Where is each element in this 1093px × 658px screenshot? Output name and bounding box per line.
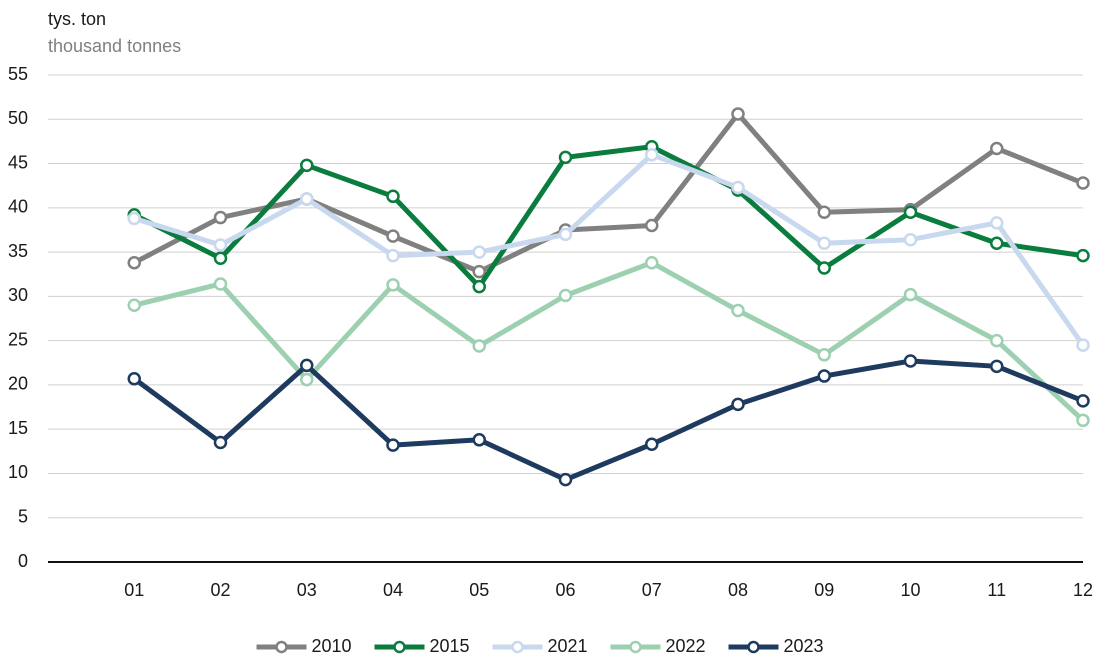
data-point — [1076, 413, 1090, 428]
data-point — [903, 354, 918, 368]
y-tick-label: 5 — [18, 506, 28, 526]
data-point — [558, 227, 573, 242]
y-tick-label: 50 — [8, 108, 28, 128]
x-tick-label: 01 — [124, 580, 144, 600]
data-point — [386, 229, 400, 243]
series-line — [133, 144, 1084, 290]
legend-label: 2021 — [548, 636, 588, 656]
data-point — [213, 277, 228, 291]
data-point — [386, 438, 400, 452]
data-point — [300, 158, 314, 173]
y-tick-label: 35 — [8, 241, 28, 261]
y-tick-label: 0 — [18, 551, 28, 571]
data-point — [645, 218, 659, 233]
data-point — [990, 333, 1004, 348]
legend-label: 2023 — [784, 636, 824, 656]
data-point — [817, 348, 831, 362]
data-point — [817, 261, 831, 275]
legend-marker — [747, 640, 760, 654]
chart-subtitle: thousand tonnes — [48, 36, 181, 56]
x-tick-label: 08 — [728, 580, 748, 600]
data-point — [213, 238, 228, 252]
x-tick-label: 09 — [814, 580, 834, 600]
data-point — [731, 180, 745, 195]
data-point — [903, 205, 918, 219]
data-point — [990, 236, 1004, 250]
y-tick-label: 45 — [8, 152, 28, 172]
data-point — [127, 298, 141, 312]
x-tick-label: 12 — [1073, 580, 1093, 600]
y-tick-label: 25 — [8, 329, 28, 349]
legend-marker — [629, 640, 642, 654]
x-tick-label: 10 — [900, 580, 920, 600]
data-point — [817, 369, 831, 383]
data-point — [645, 255, 659, 270]
x-tick-label: 02 — [210, 580, 230, 600]
data-point — [472, 279, 486, 294]
data-point — [386, 248, 400, 263]
data-point — [1076, 394, 1090, 408]
legend-marker — [511, 640, 524, 654]
y-tick-label: 20 — [8, 374, 28, 394]
legend-label: 2010 — [312, 636, 352, 656]
legend-marker — [393, 640, 406, 654]
data-point — [472, 433, 486, 447]
data-point — [472, 245, 486, 259]
series-line — [133, 111, 1084, 275]
data-point — [817, 236, 831, 250]
data-point — [558, 472, 573, 487]
data-point — [213, 210, 228, 225]
data-point — [213, 435, 228, 450]
data-point — [817, 205, 831, 219]
data-point — [731, 397, 745, 412]
x-tick-label: 06 — [555, 580, 575, 600]
legend-label: 2022 — [666, 636, 706, 656]
data-point — [903, 232, 918, 247]
legend-marker — [275, 640, 288, 654]
x-tick-label: 07 — [642, 580, 662, 600]
y-tick-label: 10 — [8, 462, 28, 482]
data-point — [1076, 338, 1090, 352]
x-tick-label: 04 — [383, 580, 403, 600]
data-point — [127, 255, 141, 270]
chart-title: tys. ton — [48, 9, 106, 29]
data-point — [645, 437, 659, 451]
data-point — [386, 189, 400, 204]
data-point — [472, 339, 486, 353]
data-point — [990, 359, 1004, 374]
y-tick-label: 40 — [8, 197, 28, 217]
x-tick-label: 11 — [987, 580, 1006, 600]
legend-label: 2015 — [430, 636, 470, 656]
data-point — [645, 147, 659, 162]
data-point — [731, 107, 745, 121]
data-point — [472, 264, 486, 279]
data-point — [558, 150, 573, 165]
y-tick-label: 30 — [8, 285, 28, 305]
data-point — [386, 278, 400, 292]
series-line — [133, 152, 1086, 347]
data-point — [300, 358, 314, 373]
series-line — [133, 260, 1085, 423]
x-tick-label: 05 — [469, 580, 489, 600]
data-point — [990, 141, 1004, 156]
data-point — [1076, 176, 1090, 190]
x-tick-label: 03 — [297, 580, 317, 600]
data-point — [990, 216, 1004, 230]
data-point — [558, 288, 573, 303]
y-tick-label: 55 — [8, 64, 28, 84]
data-point — [903, 287, 918, 302]
data-point — [127, 211, 141, 226]
data-point — [300, 372, 314, 387]
data-point — [300, 192, 314, 206]
data-point — [213, 251, 228, 266]
y-tick-label: 15 — [8, 418, 28, 438]
data-point — [731, 303, 745, 318]
data-point — [1076, 248, 1090, 263]
data-point — [127, 371, 141, 386]
series-line — [132, 358, 1084, 483]
